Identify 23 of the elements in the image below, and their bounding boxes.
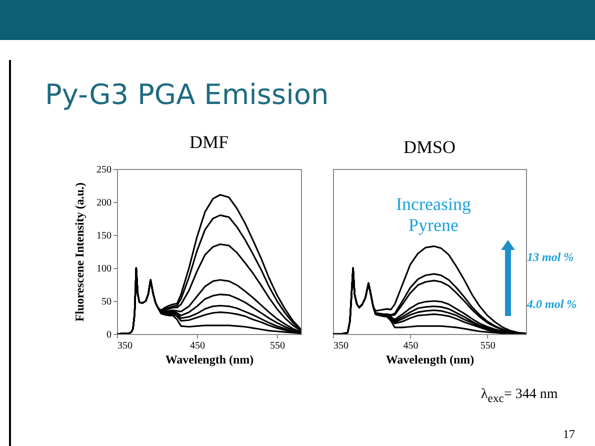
x-tick-label: 550 <box>480 340 496 352</box>
x-axis-title: Wavelength (nm) <box>386 352 474 366</box>
x-tick-label: 450 <box>190 340 205 352</box>
x-tick-label: 350 <box>334 340 348 352</box>
y-tick-label: 100 <box>96 264 112 274</box>
text: 4.0 mol % <box>527 297 577 312</box>
x-tick-label: 350 <box>118 340 132 352</box>
text: Py-G3 PGA Emission <box>45 78 329 111</box>
y-axis-title: Fluorescene Intensity (a.u.) <box>72 182 86 322</box>
y-tick-label: 50 <box>102 296 112 308</box>
text: 13 mol % <box>527 250 574 265</box>
annotation: Increasing Pyrene <box>395 194 472 236</box>
text: 17 <box>563 427 575 442</box>
y-tick-label: 200 <box>96 198 112 208</box>
y-tick-label: 150 <box>96 230 112 242</box>
x-axis-title: Wavelength (nm) <box>165 352 254 366</box>
x-tick-label: 550 <box>270 340 285 352</box>
text: λ$_{exc}$= 344 nm <box>481 387 558 405</box>
y-tick-label: 250 <box>96 164 112 176</box>
y-tick-label: 0 <box>106 330 112 340</box>
x-tick-label: 450 <box>403 340 418 352</box>
chart-title: DMSO <box>403 137 456 157</box>
chart-title: DMF <box>189 132 229 152</box>
